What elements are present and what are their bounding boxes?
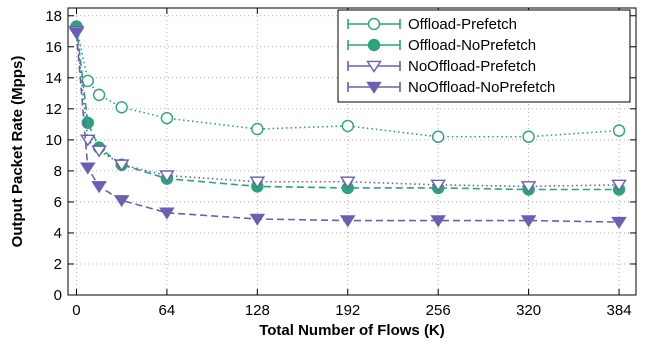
data-point [249,176,266,189]
data-point [611,179,627,192]
data-point [113,159,130,172]
data-point [68,27,85,40]
legend-marker [367,38,381,52]
y-tick-label: 4 [54,225,62,242]
legend-marker [367,17,381,31]
data-point [339,215,356,228]
series-layer [68,20,627,229]
x-tick-label: 192 [335,302,360,319]
data-point [339,176,356,189]
y-tick-label: 16 [45,39,62,56]
legend-marker [366,60,382,73]
data-point [522,130,535,143]
data-point [160,111,174,125]
y-tick-label: 14 [45,70,62,87]
data-point [91,181,107,194]
y-tick-label: 6 [54,194,62,211]
data-point [431,130,445,143]
data-point [79,134,96,147]
series-nooffload-noprefetch [68,27,627,229]
data-point [341,119,354,133]
data-point [79,162,96,175]
series-line [75,31,620,188]
series-nooffload-prefetch [68,26,627,194]
data-point [520,181,537,194]
legend-label: Offload-Prefetch [408,16,517,33]
plot-frame [67,7,637,296]
data-point [113,195,130,208]
x-tick-label: 256 [426,302,451,319]
data-point [92,88,106,102]
series-line [75,26,620,138]
x-tick-label: 128 [245,302,270,319]
x-tick-label: 320 [516,302,541,319]
y-tick-label: 8 [54,163,62,180]
y-tick-label: 2 [54,256,62,273]
legend-item: NoOffload-Prefetch [347,58,536,75]
data-point [430,215,446,228]
data-point [611,216,627,229]
data-point [115,101,128,114]
x-tick-label: 64 [159,302,176,319]
data-point [159,207,175,220]
y-axis-title: Output Packet Rate (Mpps) [9,56,26,248]
x-axis-title: Total Number of Flows (K) [259,322,445,339]
y-tick-label: 12 [45,101,62,118]
data-point [249,213,266,226]
y-tick-label: 18 [45,8,62,25]
x-tick-label: 0 [72,302,80,319]
y-tick-label: 0 [54,287,62,304]
legend-item: Offload-NoPrefetch [347,37,536,54]
data-point [91,145,107,158]
series-line [75,32,620,223]
y-tick-label: 10 [45,132,62,149]
legend-marker [366,81,382,94]
legend-item: NoOffload-NoPrefetch [347,79,555,96]
legend-label: NoOffload-NoPrefetch [408,79,555,96]
data-point [430,179,446,192]
legend: Offload-Prefetch Offload-NoPrefetch NoOffl… [337,9,631,103]
data-point [251,122,264,136]
legend-label: NoOffload-Prefetch [408,58,536,75]
data-point [612,124,626,137]
x-tick-label: 384 [607,302,632,319]
data-point [520,215,537,228]
data-point [159,170,175,183]
legend-label: Offload-NoPrefetch [408,37,536,54]
legend-item: Offload-Prefetch [347,16,517,33]
